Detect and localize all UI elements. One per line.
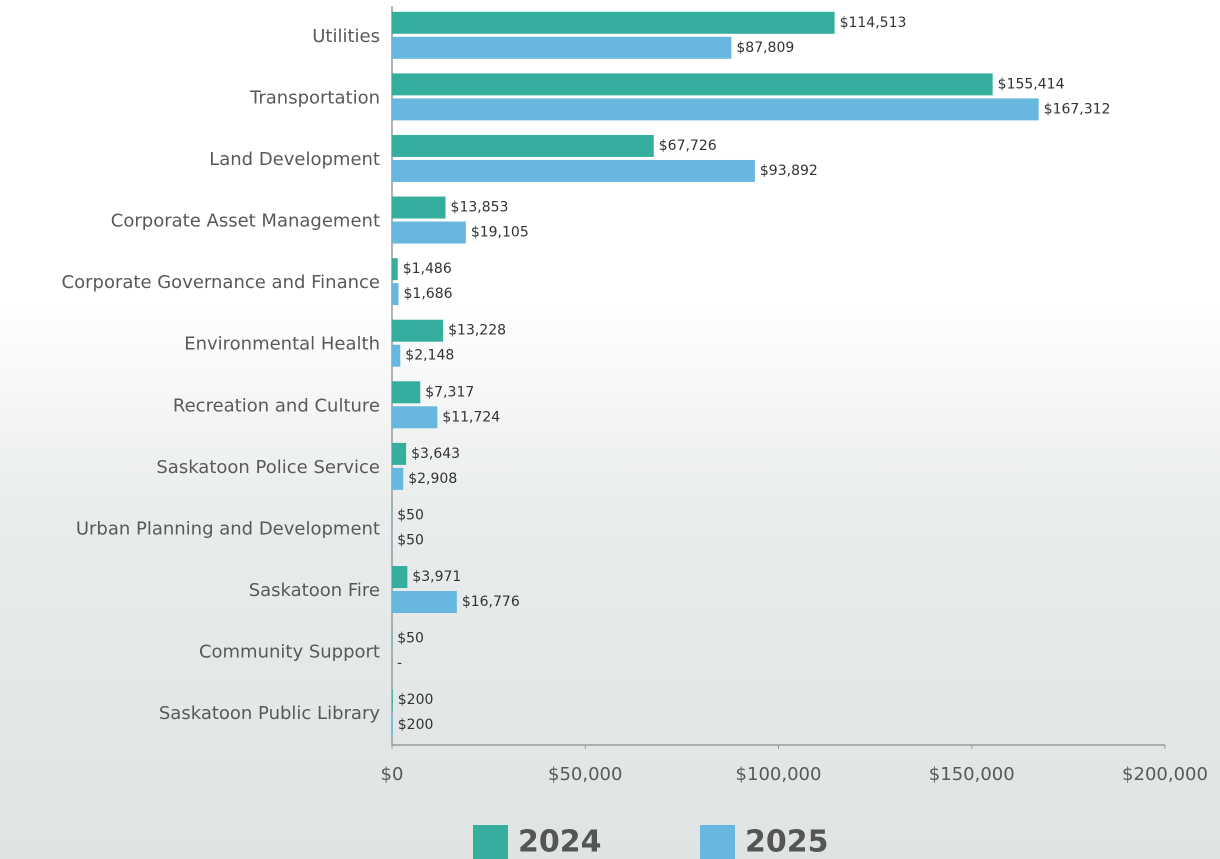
category-label: Environmental Health (184, 334, 380, 355)
value-label: $1,686 (404, 286, 453, 302)
x-tick-label: $0 (381, 764, 404, 785)
category-label: Community Support (199, 642, 380, 663)
bar (392, 196, 446, 219)
bar (392, 11, 835, 34)
category-label: Land Development (209, 149, 380, 170)
bar (392, 344, 401, 367)
value-label: $3,971 (412, 569, 461, 585)
value-label: - (397, 656, 402, 672)
value-label: $2,148 (405, 348, 454, 364)
bar (392, 221, 466, 244)
bar (392, 36, 732, 59)
category-label: Urban Planning and Development (76, 518, 380, 539)
value-label: $87,809 (736, 40, 794, 56)
value-label: $3,643 (411, 446, 460, 462)
value-label: $50 (397, 631, 424, 647)
category-label: Transportation (249, 87, 380, 108)
value-label: $7,317 (425, 384, 474, 400)
category-label: Corporate Asset Management (111, 211, 380, 232)
legend-swatch (473, 825, 508, 859)
bar (392, 258, 398, 281)
category-label: Saskatoon Public Library (159, 703, 380, 724)
value-label: $11,724 (442, 409, 500, 425)
category-label: Recreation and Culture (173, 395, 380, 416)
value-label: $16,776 (462, 594, 520, 610)
legend-label: 2024 (518, 825, 602, 859)
bar (392, 283, 399, 306)
value-label: $93,892 (760, 163, 818, 179)
value-label: $13,228 (448, 323, 506, 339)
value-label: $167,312 (1044, 101, 1111, 117)
bar (392, 98, 1039, 121)
legend-swatch (700, 825, 735, 859)
category-label: Saskatoon Fire (249, 580, 380, 601)
bar (392, 134, 654, 157)
bar (392, 406, 438, 429)
bar (392, 566, 408, 589)
category-label: Corporate Governance and Finance (62, 272, 380, 293)
legend-label: 2025 (745, 825, 829, 859)
bar (392, 319, 444, 342)
bar (392, 381, 421, 404)
bar (392, 591, 457, 614)
bar (392, 73, 993, 96)
category-label: Utilities (312, 26, 380, 47)
x-tick-label: $100,000 (736, 764, 822, 785)
value-label: $200 (398, 692, 434, 708)
bar (392, 159, 755, 182)
value-label: $200 (398, 717, 434, 733)
bar (392, 442, 407, 465)
value-label: $19,105 (471, 225, 529, 241)
value-label: $13,853 (451, 200, 509, 216)
bar (392, 689, 393, 712)
x-tick-label: $200,000 (1122, 764, 1208, 785)
x-tick-label: $50,000 (548, 764, 622, 785)
value-label: $50 (397, 507, 424, 523)
value-label: $155,414 (998, 76, 1065, 92)
value-label: $1,486 (403, 261, 452, 277)
value-label: $2,908 (408, 471, 457, 487)
bar (392, 714, 393, 737)
category-label: Saskatoon Police Service (156, 457, 380, 478)
value-label: $50 (397, 532, 424, 548)
value-label: $114,513 (840, 15, 907, 31)
value-label: $67,726 (659, 138, 717, 154)
bar (392, 467, 404, 490)
x-tick-label: $150,000 (929, 764, 1015, 785)
